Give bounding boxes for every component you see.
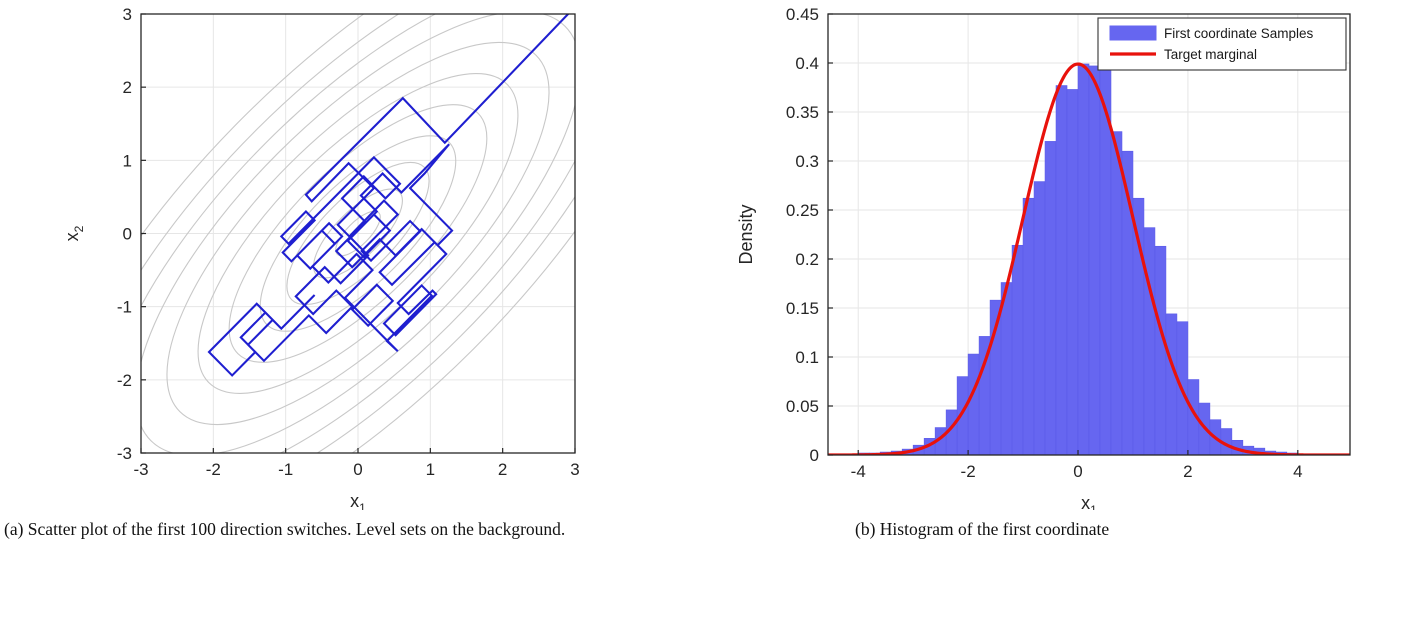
y-tick-label: -2: [117, 371, 132, 390]
target-marginal-curve: [828, 62, 1350, 455]
panel-a-scatter: -3 -2 -1 0 1 2 3 -3 -2 -1 0 1 2 3 x1 x2: [0, 0, 700, 634]
histogram-bar: [1077, 63, 1090, 455]
x-tick-label: -2: [206, 460, 221, 479]
x-tick-label: -2: [961, 462, 976, 481]
y-tick-label: 0: [810, 446, 819, 465]
trajectory-polyline: [207, 14, 570, 377]
y-tick-label: 0.05: [786, 397, 819, 416]
y-tick-label: 2: [123, 78, 132, 97]
scatter-plot-svg: -3 -2 -1 0 1 2 3 -3 -2 -1 0 1 2 3 x1 x2: [62, 5, 580, 510]
axis-ticks: -3 -2 -1 0 1 2 3 -3 -2 -1 0 1 2 3: [117, 5, 580, 479]
histogram-bar: [1088, 65, 1101, 455]
legend[interactable]: First coordinate Samples Target marginal: [1097, 17, 1347, 71]
y-tick-label: 0.3: [795, 152, 819, 171]
y-tick-label: 0: [123, 225, 132, 244]
x-tick-label: 3: [570, 460, 579, 479]
panel-b-histogram: -4 -2 0 2 4 0 0.05 0.1 0.15 0.2 0.25 0.3 0.35 0.4 0.45…: [700, 0, 1419, 634]
axes-box: [827, 13, 1351, 456]
y-tick-label: 0.15: [786, 299, 819, 318]
y-tick-label: 3: [123, 5, 132, 24]
x-tick-label: 2: [498, 460, 507, 479]
y-tick-label: 0.45: [786, 5, 819, 24]
x-tick-label: -1: [278, 460, 293, 479]
legend-swatch-samples: [1109, 25, 1157, 41]
y-tick-label: 1: [123, 151, 132, 170]
x-tick-label: 0: [1073, 462, 1082, 481]
histogram-bar: [1055, 85, 1068, 455]
x-tick-label: -3: [133, 460, 148, 479]
caption-panel-a: (a) Scatter plot of the first 100 direct…: [4, 519, 566, 539]
histogram-bar: [1022, 197, 1035, 455]
y-axis-label: x2: [62, 225, 86, 241]
axis-ticks: -4 -2 0 2 4 0 0.05 0.1 0.15 0.2 0.25 0.3 0.35 0.4 0.45: [786, 5, 1303, 481]
x-axis-label: x1: [1081, 493, 1097, 510]
histogram-bar: [1154, 245, 1167, 455]
legend-label-target: Target marginal: [1164, 47, 1257, 62]
histogram-bars: [857, 63, 1310, 455]
histogram-plot-svg: -4 -2 0 2 4 0 0.05 0.1 0.15 0.2 0.25 0.3 0.35 0.4 0.45…: [736, 5, 1351, 510]
y-tick-label: 0.25: [786, 201, 819, 220]
histogram-bar: [1066, 89, 1079, 455]
histogram-bar: [1143, 227, 1156, 455]
histogram-bar: [1033, 181, 1046, 455]
x-tick-label: 1: [426, 460, 435, 479]
y-tick-label: 0.2: [795, 250, 819, 269]
histogram-bar: [1000, 282, 1013, 455]
svg-text:x2: x2: [62, 225, 86, 241]
histogram-bar: [1165, 313, 1178, 455]
y-tick-label: -3: [117, 444, 132, 463]
y-tick-label: 0.1: [795, 348, 819, 367]
x-tick-label: 2: [1183, 462, 1192, 481]
svg-text:Density: Density: [736, 204, 756, 264]
histogram-bar: [1044, 141, 1057, 455]
y-axis-label: Density: [736, 204, 756, 264]
y-tick-label: 0.35: [786, 103, 819, 122]
level-set-contours: [141, 14, 575, 453]
caption-panel-b: (b) Histogram of the first coordinate: [855, 519, 1110, 539]
y-tick-label: 0.4: [795, 54, 819, 73]
histogram-bar: [1011, 244, 1024, 455]
histogram-bar: [1110, 131, 1123, 455]
legend-label-samples: First coordinate Samples: [1164, 26, 1314, 41]
histogram-bar: [967, 353, 980, 455]
x-tick-label: 0: [353, 460, 362, 479]
y-tick-label: -1: [117, 298, 132, 317]
x-tick-label: -4: [851, 462, 866, 481]
x-axis-label: x1: [350, 491, 366, 510]
x-tick-label: 4: [1293, 462, 1302, 481]
